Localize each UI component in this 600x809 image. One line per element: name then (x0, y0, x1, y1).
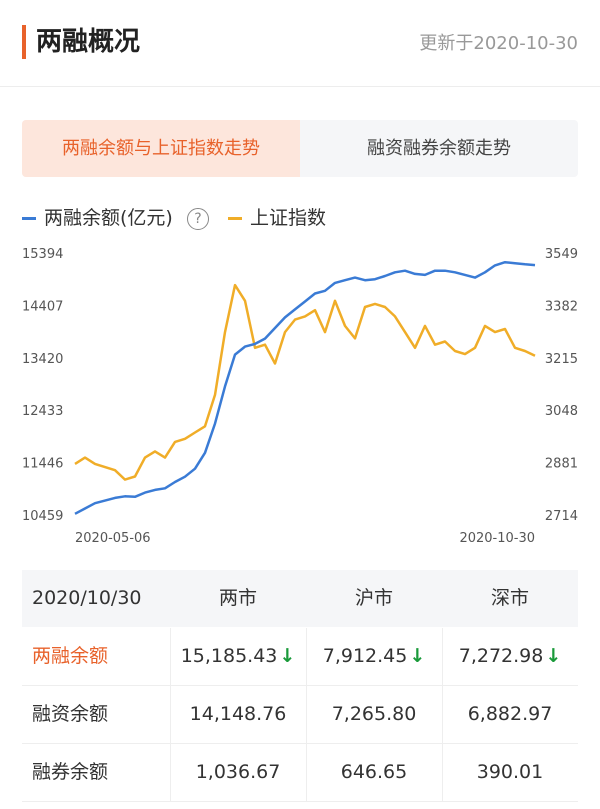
left-tick-label: 13420 (22, 352, 63, 367)
left-tick-label: 11446 (22, 457, 63, 472)
table-header-sz: 深市 (490, 587, 529, 609)
table-header-row: 2020/10/30 两市 沪市 深市 (22, 570, 578, 627)
table-cell: 7,912.45 ↓ (322, 645, 426, 667)
down-arrow-icon: ↓ (279, 645, 296, 667)
line-chart: 10459 11446 12433 13420 14407 15394 2714 2881 3… (22, 247, 578, 546)
down-arrow-icon: ↓ (545, 645, 562, 667)
table-cell: 7,265.80 (331, 703, 417, 725)
row-label: 融资余额 (32, 703, 109, 725)
table-cell: 7,272.98 ↓ (458, 645, 562, 667)
right-tick-label: 3048 (545, 404, 578, 419)
table-header-sh: 沪市 (354, 587, 393, 609)
legend-balance: 两融余额(亿元) (44, 207, 173, 229)
tab-bar: 两融余额与上证指数走势 融资融券余额走势 (22, 120, 578, 177)
legend-index: 上证指数 (250, 207, 327, 229)
legend-swatch-balance (22, 217, 36, 220)
table-cell: 15,185.43 ↓ (180, 645, 296, 667)
right-axis: 2714 2881 3048 3215 3382 3549 (545, 247, 578, 524)
table-header-date: 2020/10/30 (32, 587, 142, 609)
table-row: 两融余额 15,185.43 ↓ 7,912.45 ↓ 7,272.98 ↓ (22, 628, 578, 686)
left-tick-label: 12433 (22, 404, 63, 419)
title-accent-bar (22, 25, 26, 59)
table-cell: 14,148.76 (189, 703, 287, 725)
update-date: 更新于2020-10-30 (419, 33, 578, 54)
table-cell: 646.65 (340, 761, 408, 783)
x-tick-label: 2020-05-06 (75, 531, 151, 546)
right-tick-label: 2881 (545, 457, 578, 472)
series-lines (74, 260, 536, 515)
right-tick-label: 3549 (545, 247, 578, 262)
right-tick-label: 2714 (545, 509, 578, 524)
table-cell: 6,882.97 (467, 703, 553, 725)
tab-margin-vs-index[interactable]: 两融余额与上证指数走势 (22, 120, 300, 177)
left-tick-label: 14407 (22, 299, 63, 314)
table-row: 融资余额 14,148.76 7,265.80 6,882.97 (22, 686, 578, 744)
series-line-balance (74, 260, 536, 515)
series-line-index (74, 283, 536, 481)
x-tick-label: 2020-10-30 (459, 531, 535, 546)
left-tick-label: 10459 (22, 509, 63, 524)
table-header-all: 两市 (218, 587, 257, 609)
right-tick-label: 3215 (545, 352, 578, 367)
legend-swatch-index (228, 217, 242, 220)
right-tick-label: 3382 (545, 299, 578, 314)
header: 两融概况 更新于2020-10-30 (0, 0, 600, 87)
help-icon[interactable]: ? (187, 208, 209, 230)
tab-margin-trend[interactable]: 融资融券余额走势 (367, 138, 511, 159)
page-title: 两融概况 (36, 27, 141, 57)
row-label: 两融余额 (32, 645, 109, 667)
row-label: 融券余额 (32, 761, 109, 783)
x-axis: 2020-05-06 2020-10-30 (75, 531, 535, 546)
left-tick-label: 15394 (22, 247, 63, 262)
table-row: 融券余额 1,036.67 646.65 390.01 (22, 744, 578, 802)
table-cell: 390.01 (476, 761, 544, 783)
table-cell: 1,036.67 (195, 761, 281, 783)
left-axis: 10459 11446 12433 13420 14407 15394 (22, 247, 63, 524)
down-arrow-icon: ↓ (409, 645, 426, 667)
